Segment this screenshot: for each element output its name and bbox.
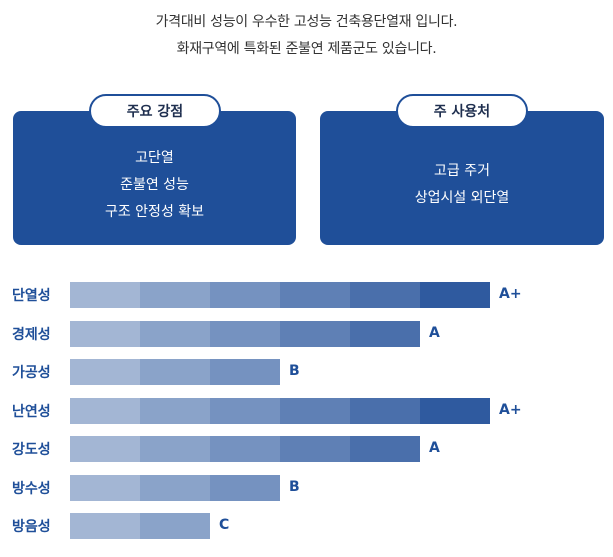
rating-grade: B [289,479,300,495]
rating-label: 가공성 [12,365,51,381]
rating-bar-segment [70,398,140,424]
rating-row: 난연성 A+ [0,398,613,424]
rating-row: 강도성 A [0,436,613,462]
strength-item: 고단열 [135,150,174,166]
intro-line-2: 화재구역에 특화된 준불연 제품군도 있습니다. [176,41,437,57]
use-item: 상업시설 외단열 [414,190,510,206]
rating-bar-segment [70,513,140,539]
strengths-list: 고단열 준불연 성능 구조 안정성 확보 [13,145,296,226]
rating-bar-segment [140,436,210,462]
rating-bar [70,321,420,347]
intro-line-1: 가격대비 성능이 우수한 고성능 건축용단열재 입니다. [155,14,458,30]
rating-bar-segment [280,398,350,424]
rating-bar-segment [140,359,210,385]
rating-row: 경제성 A [0,321,613,347]
rating-grade: C [219,517,230,533]
rating-bar-segment [350,436,420,462]
rating-bar-segment [350,282,420,308]
rating-bar-segment [210,321,280,347]
rating-bar [70,513,210,539]
rating-grade: A [429,325,440,341]
rating-label: 강도성 [12,442,51,458]
rating-label: 단열성 [12,288,51,304]
rating-bar-segment [210,436,280,462]
rating-grade: A+ [499,286,522,302]
rating-bar-segment [420,398,490,424]
strengths-title-pill: 주요 강점 [89,94,221,128]
uses-list: 고급 주거 상업시설 외단열 [320,158,604,212]
rating-label: 난연성 [12,404,51,420]
rating-bar [70,436,420,462]
rating-bar [70,398,490,424]
rating-bar-segment [280,282,350,308]
rating-grade: B [289,363,300,379]
rating-bar-segment [140,282,210,308]
use-item: 고급 주거 [434,163,490,179]
strength-item: 구조 안정성 확보 [104,204,205,220]
rating-bar-segment [70,359,140,385]
uses-card: 고급 주거 상업시설 외단열 [320,111,604,245]
rating-bar-segment [280,436,350,462]
rating-bar-segment [70,321,140,347]
uses-title-pill: 주 사용처 [396,94,528,128]
rating-row: 단열성 A+ [0,282,613,308]
rating-label: 방수성 [12,481,51,497]
rating-bar-segment [210,359,280,385]
strengths-card: 고단열 준불연 성능 구조 안정성 확보 [13,111,296,245]
rating-bar-segment [140,321,210,347]
rating-grade: A+ [499,402,522,418]
rating-row: 방수성 B [0,475,613,501]
rating-bar-segment [140,513,210,539]
rating-label: 경제성 [12,327,51,343]
rating-bar-segment [350,321,420,347]
intro-text: 가격대비 성능이 우수한 고성능 건축용단열재 입니다. 화재구역에 특화된 준… [0,9,613,63]
rating-bar [70,359,280,385]
rating-bar-segment [70,475,140,501]
rating-row: 가공성 B [0,359,613,385]
rating-grade: A [429,440,440,456]
rating-bar-segment [420,282,490,308]
strength-item: 준불연 성능 [120,177,189,193]
rating-row: 방음성 C [0,513,613,539]
rating-bar-segment [140,398,210,424]
rating-bar-segment [70,436,140,462]
rating-bar [70,282,490,308]
rating-bar-segment [210,282,280,308]
rating-bar-segment [70,282,140,308]
rating-bar-segment [280,321,350,347]
rating-bar [70,475,280,501]
rating-bar-segment [210,398,280,424]
rating-bar-segment [140,475,210,501]
rating-label: 방음성 [12,519,51,535]
rating-bar-segment [210,475,280,501]
rating-bar-segment [350,398,420,424]
